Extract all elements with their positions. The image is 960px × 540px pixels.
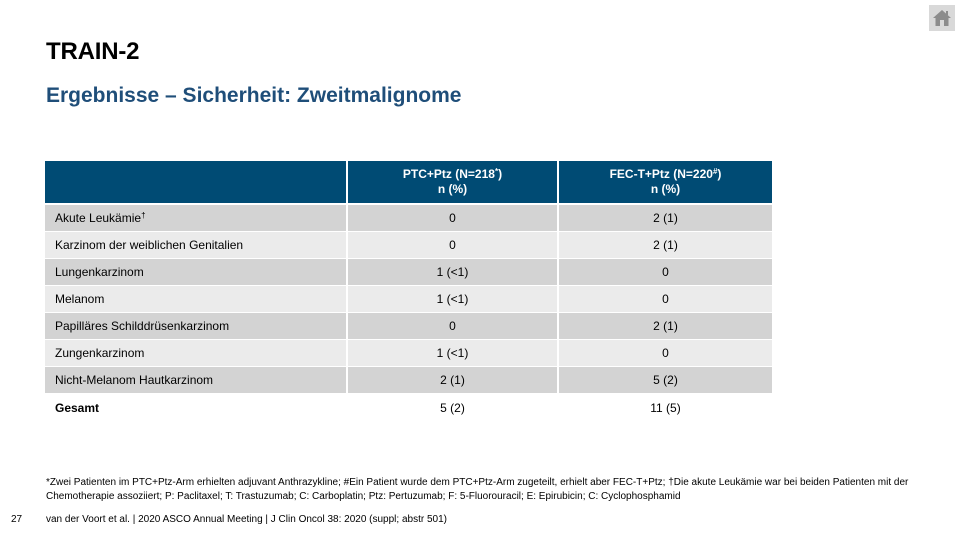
row-label: Zungenkarzinom: [45, 339, 348, 367]
cell-ptc-ptz: 0: [347, 204, 559, 232]
cell-ptc-ptz: 0: [347, 231, 559, 259]
cell-ptc-ptz: 5 (2): [347, 393, 559, 423]
header-ptc-ptz: PTC+Ptz (N=218*) n (%): [347, 161, 559, 205]
slide-title: TRAIN-2: [46, 38, 140, 65]
footnote: *Zwei Patienten im PTC+Ptz-Arm erhielten…: [46, 477, 909, 502]
row-label: Nicht-Melanom Hautkarzinom: [45, 366, 348, 394]
cell-ptc-ptz: 1 (<1): [347, 285, 559, 313]
row-label: Karzinom der weiblichen Genitalien: [45, 231, 348, 259]
row-label: Lungenkarzinom: [45, 258, 348, 286]
cell-fec-t-ptz: 2 (1): [558, 204, 772, 232]
table-row: Nicht-Melanom Hautkarzinom 2 (1) 5 (2): [45, 366, 772, 394]
reference-citation: van der Voort et al. | 2020 ASCO Annual …: [46, 514, 447, 525]
table-row: Akute Leukämie† 0 2 (1): [45, 204, 772, 232]
header-fec-t-ptz: FEC-T+Ptz (N=220#) n (%): [558, 161, 772, 205]
table-row: Melanom 1 (<1) 0: [45, 285, 772, 313]
cell-ptc-ptz: 1 (<1): [347, 339, 559, 367]
cell-fec-t-ptz: 0: [558, 258, 772, 286]
row-label: Akute Leukämie†: [45, 204, 348, 232]
table-row: Karzinom der weiblichen Genitalien 0 2 (…: [45, 231, 772, 259]
table-row: Zungenkarzinom 1 (<1) 0: [45, 339, 772, 367]
home-button[interactable]: [929, 5, 955, 31]
row-label: Gesamt: [45, 393, 348, 423]
home-icon: [933, 10, 951, 26]
table-row-total: Gesamt 5 (2) 11 (5): [45, 393, 772, 423]
cell-ptc-ptz: 1 (<1): [347, 258, 559, 286]
cell-fec-t-ptz: 2 (1): [558, 231, 772, 259]
slide-subtitle: Ergebnisse – Sicherheit: Zweitmalignome: [46, 84, 462, 107]
cell-fec-t-ptz: 0: [558, 285, 772, 313]
table-header-row: PTC+Ptz (N=218*) n (%) FEC-T+Ptz (N=220#…: [45, 161, 772, 205]
cell-fec-t-ptz: 5 (2): [558, 366, 772, 394]
cell-fec-t-ptz: 0: [558, 339, 772, 367]
header-empty-cell: [45, 161, 348, 205]
row-label: Melanom: [45, 285, 348, 313]
cell-ptc-ptz: 0: [347, 312, 559, 340]
table-row: Papilläres Schilddrüsenkarzinom 0 2 (1): [45, 312, 772, 340]
cell-ptc-ptz: 2 (1): [347, 366, 559, 394]
cell-fec-t-ptz: 2 (1): [558, 312, 772, 340]
table-row: Lungenkarzinom 1 (<1) 0: [45, 258, 772, 286]
results-table: PTC+Ptz (N=218*) n (%) FEC-T+Ptz (N=220#…: [45, 161, 772, 423]
page-number: 27: [11, 514, 23, 525]
cell-fec-t-ptz: 11 (5): [558, 393, 772, 423]
row-label: Papilläres Schilddrüsenkarzinom: [45, 312, 348, 340]
